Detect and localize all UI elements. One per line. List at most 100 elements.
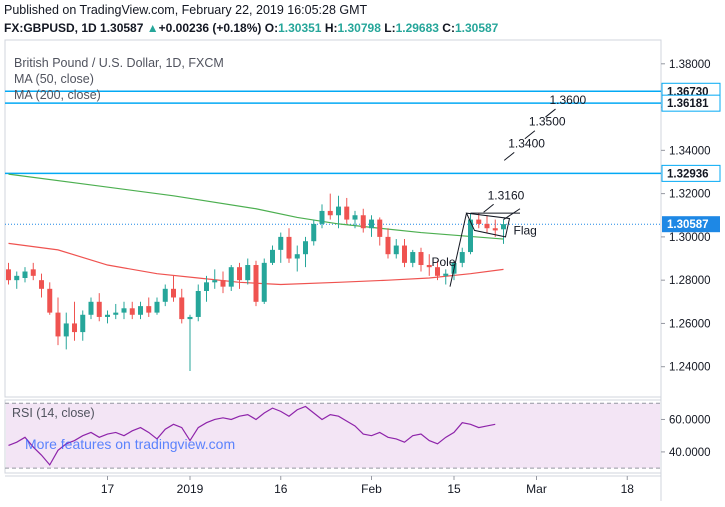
- rsi-tick-label: 40.0000: [669, 447, 711, 459]
- candle-body: [179, 297, 185, 320]
- candle-body: [410, 252, 416, 263]
- candle-body: [154, 301, 160, 313]
- ma50-legend[interactable]: MA (50, close): [14, 72, 94, 86]
- last-price-text: 1.30587: [100, 21, 144, 35]
- x-tick-label: 17: [101, 482, 115, 496]
- ma50-line: [8, 242, 504, 286]
- target-label: 1.3400: [508, 136, 545, 150]
- x-tick-label: Mar: [526, 482, 547, 496]
- level-tag-label: 1.32936: [667, 168, 709, 180]
- pole-label: Pole: [432, 255, 456, 269]
- candle-body: [88, 301, 94, 315]
- symbol-label: FX:GBPUSD, 1D: [4, 21, 97, 35]
- low-label: L:: [384, 21, 396, 35]
- change-text: +0.00236 (+0.18%): [158, 21, 262, 35]
- close-value: 1.30587: [454, 21, 499, 35]
- y-tick-label: 1.28000: [669, 275, 711, 287]
- candle-body: [228, 267, 234, 287]
- instrument-legend: British Pound / U.S. Dollar, 1D, FXCM: [14, 56, 224, 70]
- x-tick-label: Feb: [361, 482, 382, 496]
- high-label: H:: [324, 21, 338, 35]
- target-connector: [545, 108, 556, 118]
- candle-body: [377, 219, 383, 237]
- candle-body: [286, 236, 292, 259]
- candle-body: [393, 245, 399, 255]
- candle-body: [195, 290, 201, 317]
- candle-body: [501, 224, 506, 230]
- rsi-legend[interactable]: RSI (14, close): [12, 406, 95, 420]
- candle-body: [336, 206, 341, 216]
- candle-body: [385, 236, 391, 255]
- published-caption: Published on TradingView.com, February 2…: [4, 3, 368, 17]
- candle-body: [476, 219, 482, 224]
- candle-body: [63, 323, 69, 337]
- last-price-tag-label: 1.30587: [667, 219, 709, 231]
- candle-body: [80, 314, 86, 333]
- candle-body: [443, 273, 449, 276]
- breakout-arrow: [503, 208, 521, 220]
- watermark-link[interactable]: More features on tradingview.com: [25, 436, 236, 452]
- close-label: C:: [442, 21, 455, 35]
- candle-body: [484, 223, 490, 229]
- candle-body: [468, 219, 473, 253]
- candle-body: [39, 280, 44, 289]
- candle-body: [327, 210, 333, 216]
- level-tag-label: 1.36181: [667, 98, 709, 110]
- candle-body: [344, 206, 350, 220]
- candle-body: [426, 265, 432, 268]
- candle-body: [245, 265, 251, 281]
- candle-body: [418, 252, 424, 266]
- candle-body: [237, 267, 242, 281]
- candle-body: [96, 301, 102, 317]
- candle-body: [270, 249, 275, 263]
- rsi-tick-label: 60.0000: [669, 414, 711, 426]
- flag-label: Flag: [514, 224, 537, 238]
- target-connector: [483, 203, 494, 213]
- ma200-line: [8, 173, 504, 240]
- candle-body: [402, 245, 407, 263]
- open-label: O:: [264, 21, 279, 35]
- open-value: 1.30351: [278, 21, 322, 35]
- candle-body: [72, 323, 77, 333]
- candle-body: [369, 219, 374, 229]
- candle-body: [187, 316, 193, 320]
- candle-body: [253, 265, 259, 302]
- target-connector: [524, 130, 536, 140]
- pole-line: [449, 212, 467, 287]
- symbol-quote-line: FX:GBPUSD, 1D 1.30587 ▲+0.00236 (+0.18%)…: [4, 21, 498, 35]
- y-tick-label: 1.26000: [669, 318, 711, 330]
- y-tick-label: 1.34000: [669, 145, 711, 157]
- candle-body: [171, 288, 176, 298]
- y-tick-label: 1.30000: [669, 232, 711, 244]
- y-tick-label: 1.24000: [669, 362, 711, 374]
- candle-body: [113, 312, 119, 315]
- level-tag: [661, 94, 721, 112]
- candle-body: [204, 282, 209, 291]
- candle-body: [459, 252, 465, 263]
- candle-body: [435, 267, 440, 276]
- candle-body: [294, 254, 300, 259]
- x-tick-label: 2019: [177, 482, 204, 496]
- candle-body: [6, 269, 11, 281]
- rsi-line: [8, 405, 496, 466]
- candle-body: [319, 210, 325, 224]
- candle-body: [47, 288, 53, 313]
- high-value: 1.30798: [337, 21, 381, 35]
- rsi-band: [6, 403, 660, 469]
- candle-body: [352, 215, 358, 220]
- ma200-legend[interactable]: MA (200, close): [14, 88, 101, 102]
- x-tick-label: 15: [447, 482, 461, 496]
- candle-body: [492, 228, 498, 231]
- last-price-tag: [662, 216, 720, 233]
- candle-body: [146, 306, 152, 313]
- y-tick-label: 1.38000: [669, 59, 711, 71]
- low-value: 1.29683: [395, 21, 439, 35]
- target-label: 1.3160: [488, 188, 525, 202]
- target-label: 1.3500: [529, 115, 566, 129]
- x-tick-label: 18: [621, 482, 635, 496]
- y-tick-label: 1.32000: [669, 189, 711, 201]
- target-connector: [503, 151, 515, 161]
- candle-body: [121, 308, 127, 313]
- candle-body: [360, 215, 366, 229]
